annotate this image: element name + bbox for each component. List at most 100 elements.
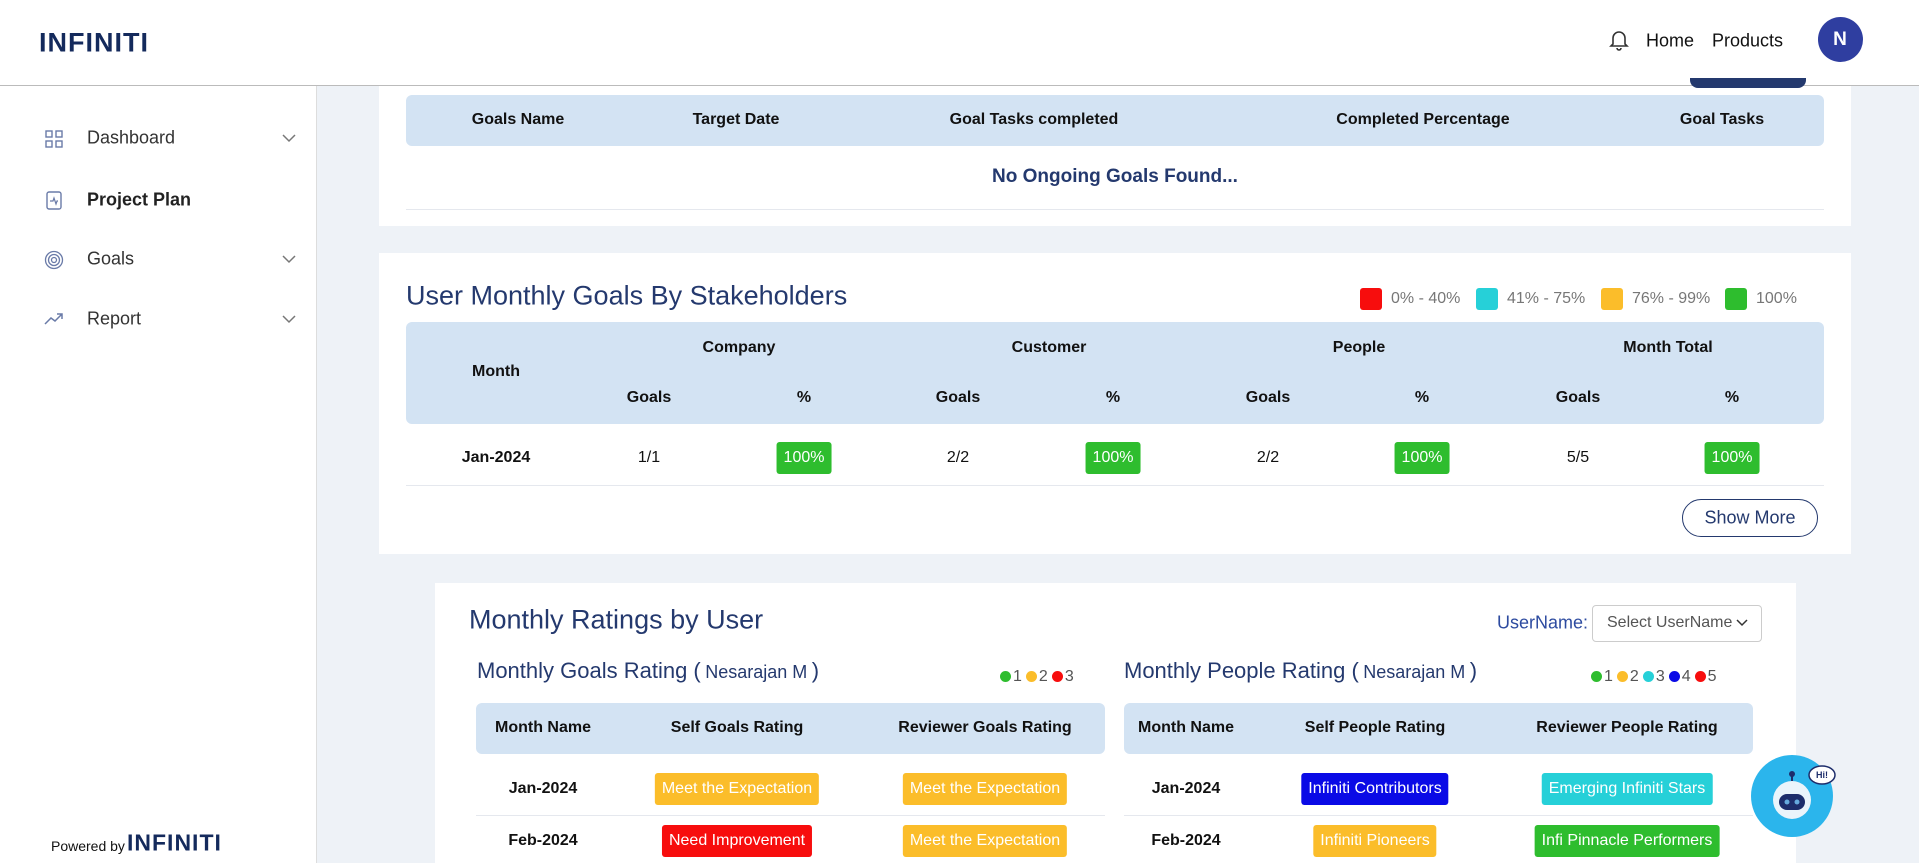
- percent-badge: 100%: [1704, 442, 1760, 474]
- legend-label: 1: [1013, 668, 1022, 685]
- group-header: People: [1332, 339, 1386, 356]
- row-divider: [406, 485, 1824, 486]
- legend-label: 3: [1655, 668, 1665, 685]
- user-name: Nesarajan M: [1363, 662, 1466, 682]
- column-header: Completed Percentage: [1336, 111, 1510, 128]
- legend-label: 100%: [1756, 290, 1797, 307]
- legend-dot: [1000, 671, 1011, 682]
- sidebar: [0, 86, 317, 863]
- chevron[interactable]: [282, 133, 296, 143]
- sub-title-text: ): [1469, 658, 1478, 683]
- menu-icon: [44, 250, 64, 270]
- sub-header: Goals: [626, 389, 672, 406]
- nav-link[interactable]: Home: [1646, 30, 1695, 51]
- row-divider: [1124, 815, 1753, 816]
- menu-item[interactable]: Report: [87, 308, 142, 329]
- nav-link[interactable]: Products: [1712, 30, 1784, 51]
- column-header: Self Goals Rating: [670, 719, 804, 736]
- month-cell: Feb-2024: [508, 832, 578, 849]
- legend-dot: [1051, 671, 1063, 682]
- select-placeholder: Select UserName: [1607, 614, 1733, 631]
- legend-label: 41% - 75%: [1507, 290, 1586, 307]
- legend-label: 4: [1681, 668, 1691, 685]
- menu-icon: [44, 313, 63, 325]
- sub-header: %: [1414, 389, 1430, 406]
- legend-dot: [1025, 671, 1037, 682]
- legend-swatch: [1601, 288, 1623, 310]
- rating-badge: Meet the Expectation: [902, 825, 1068, 857]
- button-label: Show More: [1704, 507, 1796, 528]
- column-header: Self People Rating: [1304, 719, 1446, 736]
- group-header: Customer: [1011, 339, 1087, 356]
- sub-header: %: [1724, 389, 1740, 406]
- legend-dot: [1616, 671, 1628, 682]
- month-cell: Jan-2024: [461, 449, 531, 466]
- legend-dot: [1642, 671, 1654, 682]
- chevron[interactable]: [282, 254, 296, 264]
- chevron[interactable]: [282, 314, 296, 324]
- goals-cell: 5/5: [1566, 449, 1590, 466]
- legend-dot: [1668, 671, 1680, 682]
- menu-item[interactable]: Project Plan: [87, 189, 192, 210]
- legend-dot: [1694, 671, 1706, 682]
- panel-title: Monthly Ratings by User: [469, 604, 764, 635]
- menu-item[interactable]: Dashboard: [87, 127, 176, 148]
- column-header: Goal Tasks completed: [949, 111, 1119, 128]
- panel-title: User Monthly Goals By Stakeholders: [406, 280, 848, 311]
- sub-header: Goals: [935, 389, 981, 406]
- column-header: Goal Tasks: [1679, 111, 1765, 128]
- bell-icon[interactable]: [1607, 27, 1631, 53]
- column-header: Month Name: [495, 719, 591, 736]
- sub-header: Goals: [1555, 389, 1601, 406]
- table-header: [406, 322, 1824, 424]
- legend-label: 1: [1604, 668, 1613, 685]
- column-header: Target Date: [692, 111, 780, 128]
- menu-icon: [46, 191, 62, 210]
- sub-title-text: ): [811, 658, 820, 683]
- sub-title: Monthly People Rating ( Nesarajan M ): [1124, 658, 1477, 684]
- column-header: Month: [472, 363, 520, 380]
- legend-label: 0% - 40%: [1391, 290, 1461, 307]
- legend-label: 2: [1629, 668, 1639, 685]
- goals-cell: 2/2: [946, 449, 970, 466]
- sub-header: %: [1105, 389, 1121, 406]
- percent-badge: 100%: [1394, 442, 1450, 474]
- rating-badge: Infiniti Contributors: [1301, 773, 1449, 805]
- table-header: [406, 95, 1824, 146]
- sub-header: %: [796, 389, 812, 406]
- empty-message: No Ongoing Goals Found...: [992, 166, 1238, 187]
- rating-badge: Need Improvement: [661, 825, 813, 857]
- chatbot-button[interactable]: [1748, 752, 1838, 842]
- cut-button: [1690, 78, 1806, 88]
- goals-cell: 1/1: [637, 449, 661, 466]
- sub-title-text: Monthly People Rating (: [1124, 658, 1359, 683]
- footer-logo: INFINITI: [127, 829, 222, 856]
- powered-by: Powered by: [51, 838, 125, 854]
- legend-label: 76% - 99%: [1632, 290, 1711, 307]
- legend-label: 5: [1707, 668, 1717, 685]
- column-header: Month Name: [1138, 719, 1234, 736]
- menu-icon: [45, 130, 63, 148]
- rating-badge: Infi Pinnacle Performers: [1534, 825, 1720, 857]
- username-select[interactable]: [1592, 605, 1762, 642]
- legend-dot: [1591, 671, 1602, 682]
- avatar-initial: N: [1833, 29, 1847, 50]
- legend-swatch: [1360, 288, 1382, 310]
- show-more-button[interactable]: [1682, 499, 1818, 537]
- group-header: Month Total: [1623, 339, 1713, 356]
- sub-title: Monthly Goals Rating ( Nesarajan M ): [477, 658, 819, 684]
- menu-item[interactable]: Goals: [87, 248, 135, 269]
- logo[interactable]: INFINITI: [39, 27, 149, 58]
- legend-label: 2: [1038, 668, 1048, 685]
- column-header: Reviewer People Rating: [1536, 719, 1718, 736]
- legend-swatch: [1476, 288, 1498, 310]
- goals-cell: 2/2: [1256, 449, 1280, 466]
- month-cell: Jan-2024: [508, 780, 578, 797]
- row-divider: [406, 209, 1824, 210]
- avatar[interactable]: [1818, 17, 1863, 62]
- top-bar: [0, 0, 1919, 86]
- user-name: Nesarajan M: [705, 662, 808, 682]
